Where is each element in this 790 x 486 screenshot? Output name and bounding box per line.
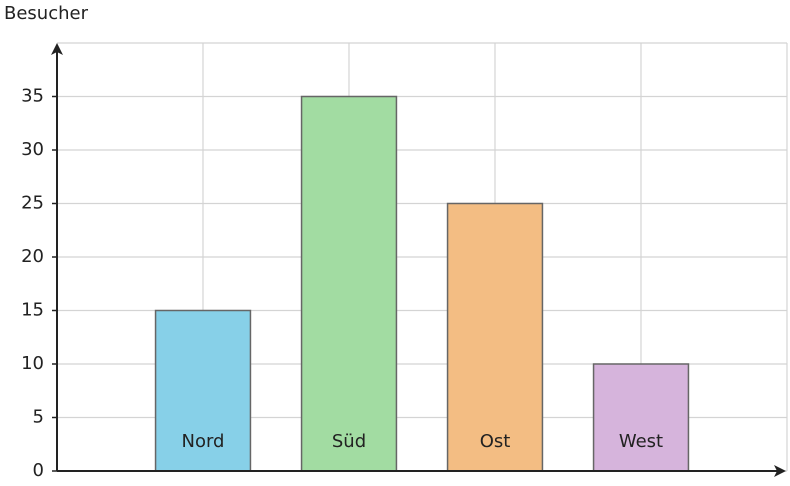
bars bbox=[154, 95, 690, 472]
y-tick-label: 0 bbox=[33, 460, 44, 481]
bar bbox=[446, 202, 544, 472]
y-tick-label: 25 bbox=[21, 193, 44, 214]
x-tick-label: Ost bbox=[480, 431, 511, 452]
bar bbox=[154, 309, 252, 472]
x-tick-label: Süd bbox=[332, 431, 366, 452]
x-axis-arrow bbox=[774, 465, 786, 477]
bar bbox=[300, 95, 398, 472]
bar bbox=[592, 363, 690, 472]
y-axis-label: Besucher bbox=[4, 3, 89, 24]
x-tick-label: West bbox=[619, 431, 663, 452]
y-tick-label: 15 bbox=[21, 300, 44, 321]
y-tick-label: 20 bbox=[21, 246, 44, 267]
y-tick-label: 5 bbox=[33, 407, 44, 428]
y-tick-label: 10 bbox=[21, 353, 44, 374]
x-tick-label: Nord bbox=[182, 431, 225, 452]
labels: 0 5 10 15 20 25 30 35 Nord Süd Ost West bbox=[21, 86, 663, 482]
y-tick-label: 35 bbox=[21, 86, 44, 107]
y-tick-label: 30 bbox=[21, 139, 44, 160]
y-axis-arrow bbox=[51, 43, 63, 55]
